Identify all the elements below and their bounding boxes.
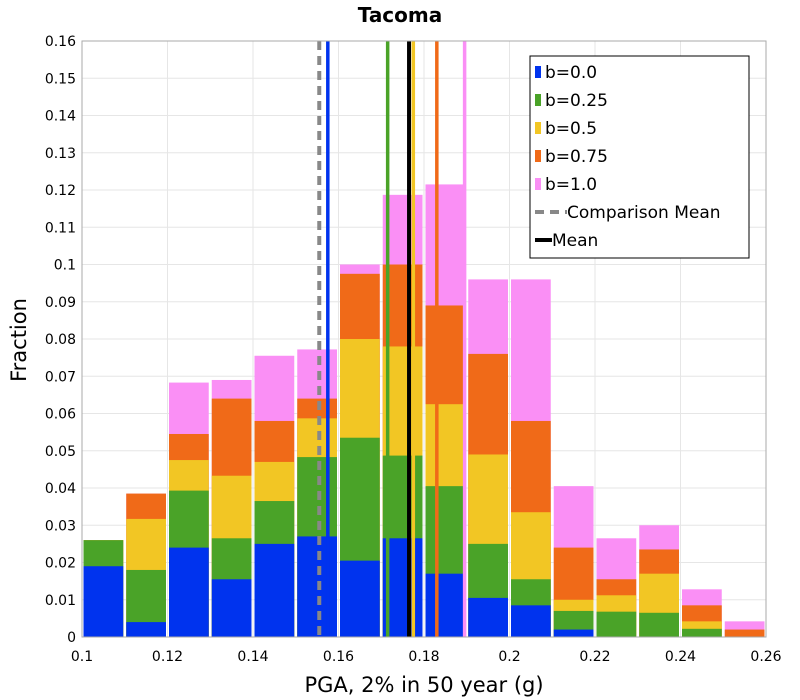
y-tick-label: 0.12	[45, 183, 76, 199]
legend-label: b=0.5	[545, 119, 597, 139]
bar-b-0-0-bin-8	[425, 573, 466, 637]
bar-b-0-0-bin-4	[254, 543, 295, 637]
legend-swatch	[535, 94, 541, 106]
bars	[83, 184, 765, 637]
legend-box	[529, 55, 750, 259]
bar-b-0-25-bin-13	[639, 612, 679, 637]
chart-title: Tacoma	[358, 3, 443, 27]
bar-b-0-0-bin-6	[340, 560, 380, 637]
legend-swatch	[535, 150, 541, 162]
y-tick-label: 0.11	[45, 220, 76, 236]
y-tick-label: 0.13	[45, 146, 76, 162]
legend: b=0.0 b=0.25 b=0.5 b=0.75 b=1.0 Comparison Me…	[529, 55, 750, 259]
y-tick-label: 0.06	[45, 407, 76, 423]
legend-swatch	[535, 66, 541, 78]
legend-label: b=0.75	[545, 147, 608, 167]
y-tick-label: 0.03	[45, 518, 76, 534]
bar-b-0-0-bin-1	[126, 622, 166, 637]
legend-label: b=0.0	[545, 63, 597, 83]
y-tick-label: 0.04	[45, 481, 76, 497]
x-tick-label: 0.1	[71, 649, 93, 665]
bar-b-0-0-bin-10	[511, 605, 551, 637]
y-tick-label: 0.1	[54, 258, 76, 274]
legend-label: Comparison Mean	[567, 203, 721, 223]
x-tick-label: 0.16	[323, 649, 354, 665]
x-axis-ticks: 0.1 0.12 0.14 0.16 0.18 0.2 0.22 0.24 0.26	[71, 649, 782, 665]
bar-b-0-0-bin-9	[468, 597, 508, 637]
legend-label: Mean	[552, 231, 598, 251]
y-tick-label: 0.07	[45, 369, 76, 385]
legend-label: b=0.25	[545, 91, 608, 111]
x-tick-label: 0.12	[152, 649, 183, 665]
bar-b-0-0-bin-11	[553, 629, 594, 637]
y-tick-label: 0.08	[45, 332, 76, 348]
bar-b-0-0-bin-2	[169, 547, 209, 637]
x-tick-label: 0.2	[498, 649, 520, 665]
legend-label: b=1.0	[545, 175, 597, 195]
y-tick-label: 0	[67, 630, 76, 646]
y-tick-label: 0.09	[45, 295, 76, 311]
x-tick-label: 0.26	[750, 649, 781, 665]
bar-b-0-25-bin-12	[596, 611, 637, 637]
bar-b-0-0-bin-5	[297, 536, 337, 637]
x-tick-label: 0.18	[408, 649, 439, 665]
x-tick-label: 0.22	[579, 649, 610, 665]
y-tick-label: 0.15	[45, 71, 76, 87]
x-axis-label: PGA, 2% in 50 year (g)	[304, 673, 543, 697]
bar-b-0-25-bin-14	[682, 628, 722, 637]
plot-frame	[81, 40, 767, 638]
y-tick-label: 0.14	[45, 109, 76, 125]
mean-lines	[317, 41, 467, 637]
legend-swatch	[535, 122, 541, 134]
bar-b-0-75-bin-15	[724, 629, 765, 637]
bar-b-0-0-bin-3	[211, 579, 252, 637]
y-tick-label: 0.01	[45, 593, 76, 609]
legend-swatch	[535, 178, 541, 190]
x-tick-label: 0.14	[237, 649, 268, 665]
y-axis-ticks: 0 0.01 0.02 0.03 0.04 0.05 0.06 0.07 0.08 0.09 0.1…	[45, 34, 76, 646]
y-axis-label: Fraction	[7, 298, 31, 382]
y-tick-label: 0.16	[45, 34, 76, 50]
x-tick-label: 0.24	[665, 649, 696, 665]
bar-b-0-0-bin-0	[83, 566, 124, 637]
y-tick-label: 0.02	[45, 556, 76, 572]
y-tick-label: 0.05	[45, 444, 76, 460]
